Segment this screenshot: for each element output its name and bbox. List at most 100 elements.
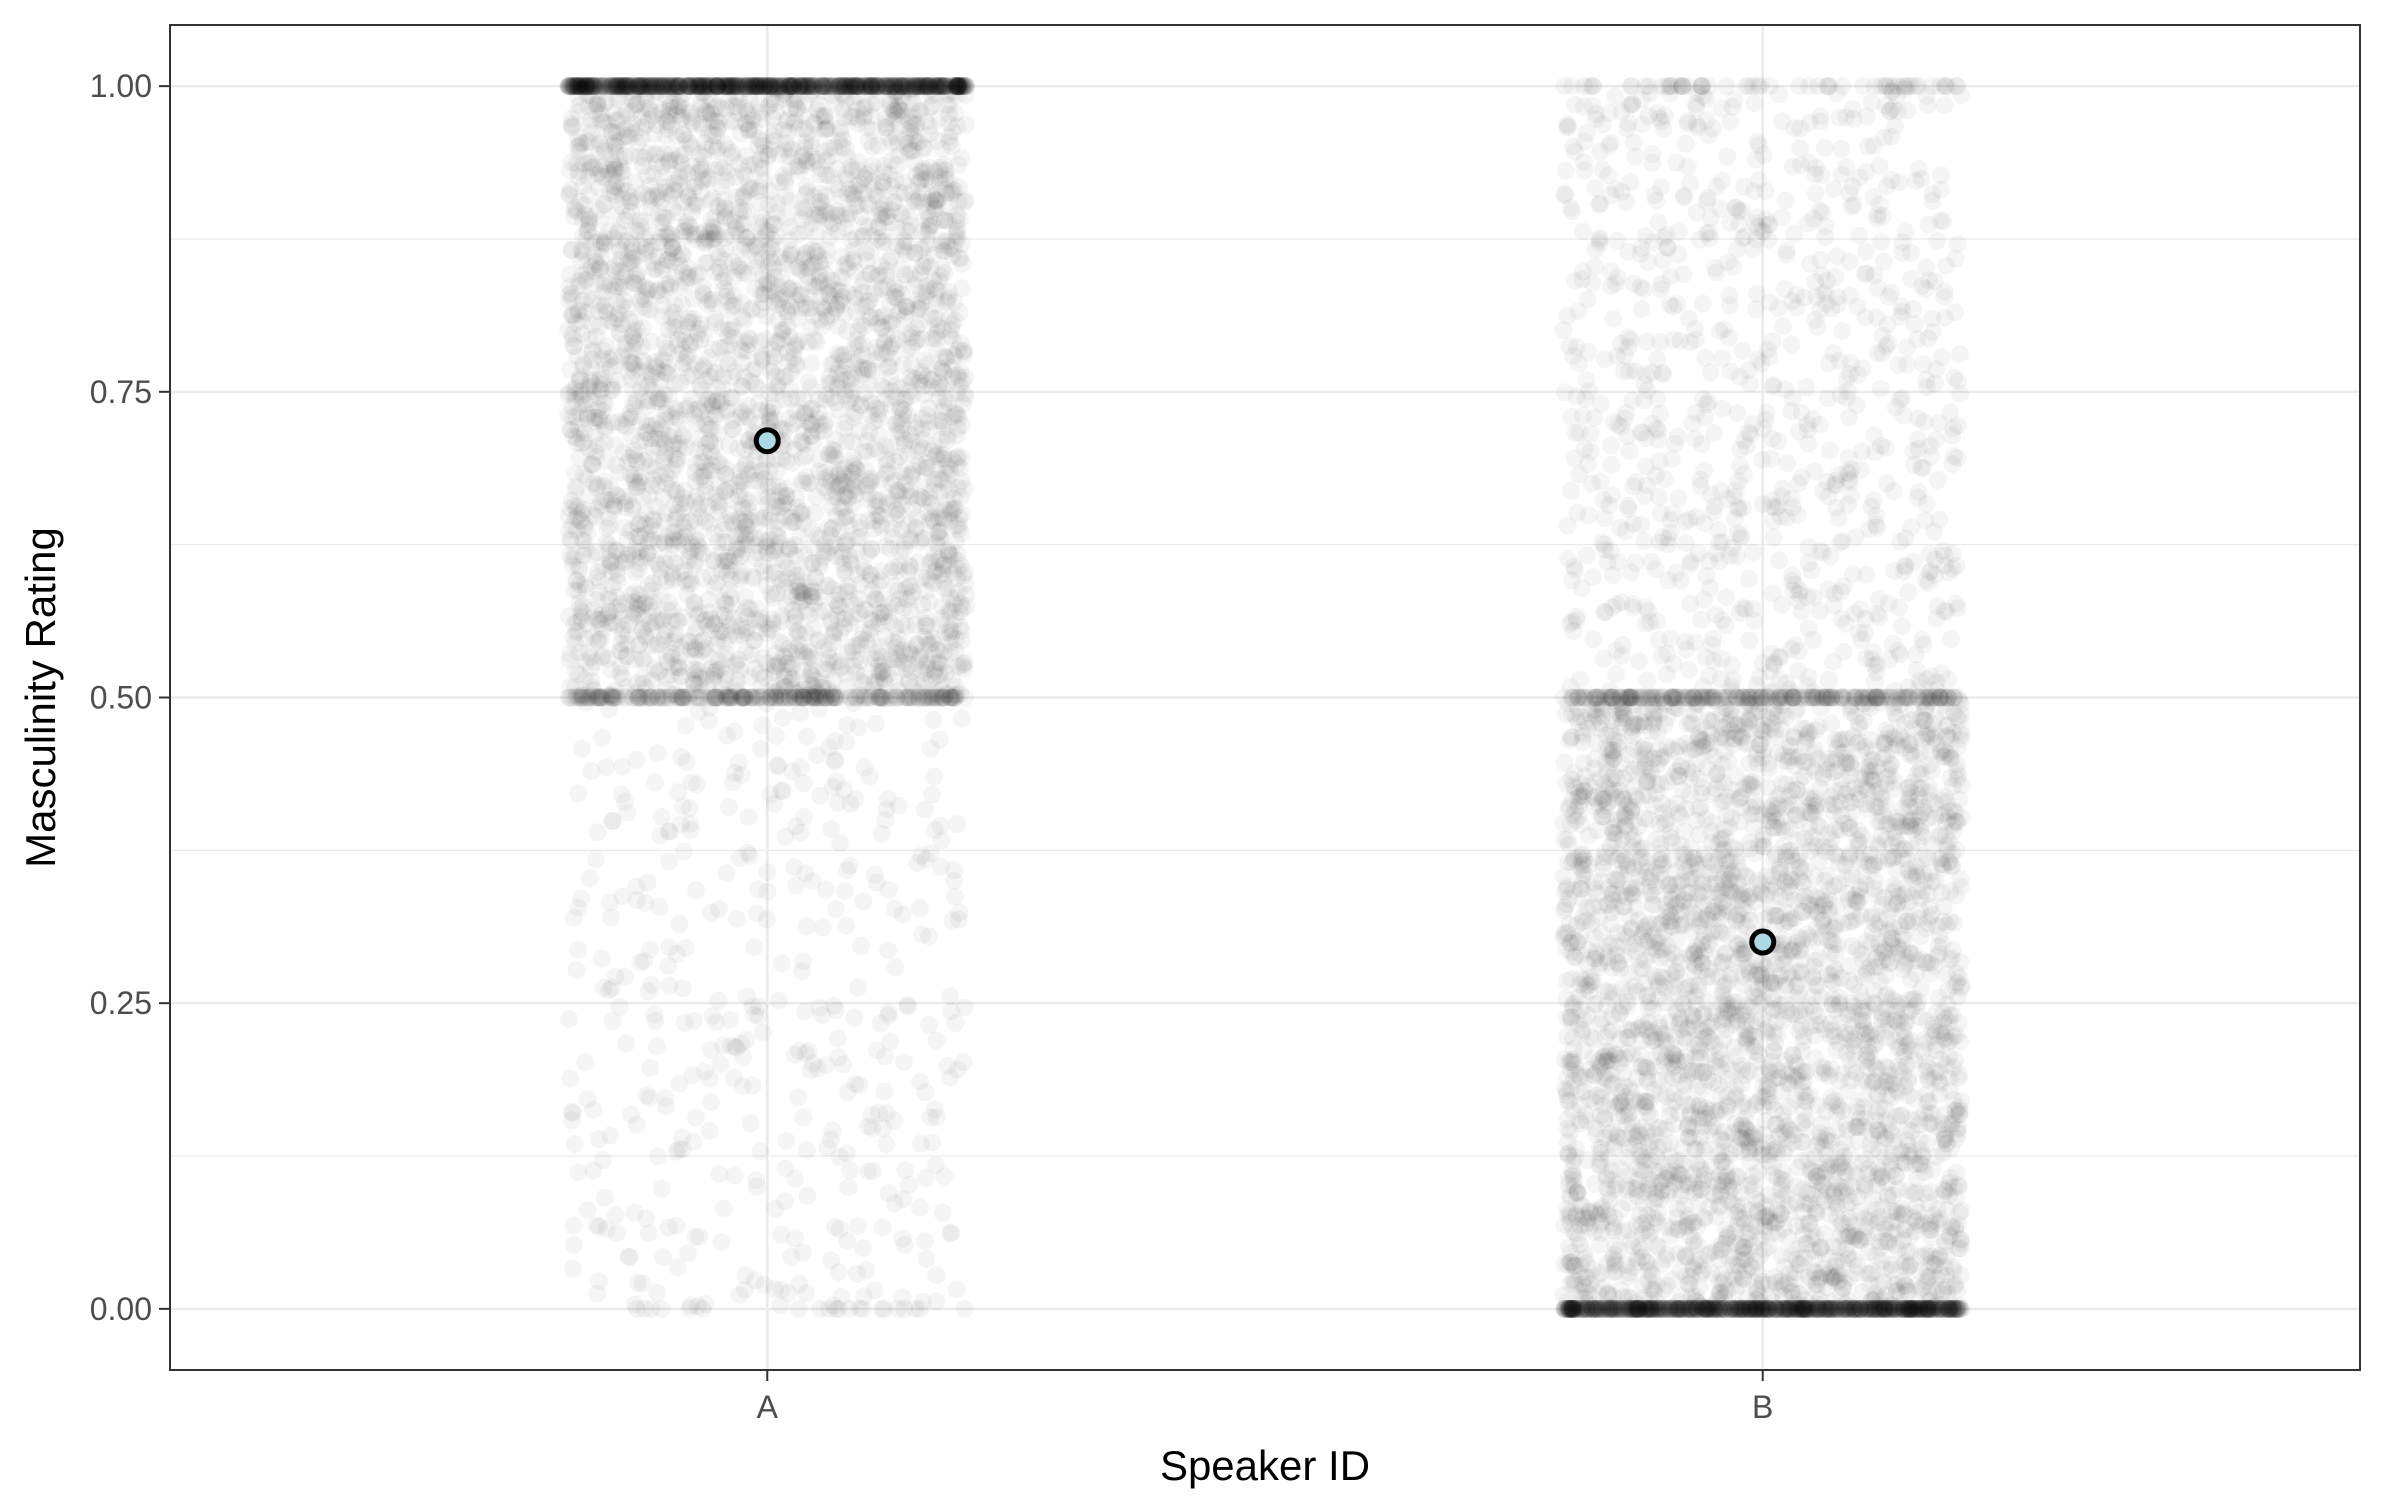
data-point — [818, 688, 836, 707]
data-point — [559, 77, 578, 96]
data-point — [779, 279, 798, 298]
data-point — [726, 688, 745, 707]
data-point — [605, 681, 624, 700]
data-point — [826, 1001, 845, 1020]
data-point — [601, 908, 620, 927]
data-point — [627, 750, 646, 769]
data-point — [762, 688, 781, 707]
data-point — [882, 688, 901, 707]
data-point — [618, 803, 637, 822]
data-point — [779, 688, 798, 707]
data-point — [667, 688, 686, 707]
data-point — [902, 355, 921, 374]
data-point — [749, 688, 768, 707]
data-point — [943, 911, 962, 930]
data-point — [761, 688, 780, 707]
data-point — [623, 499, 642, 518]
data-point — [741, 599, 760, 618]
data-point — [808, 100, 827, 119]
data-point — [836, 533, 854, 552]
data-point — [658, 343, 677, 362]
data-point — [902, 465, 921, 484]
data-point — [623, 114, 642, 133]
data-point — [737, 1031, 756, 1049]
data-point — [760, 408, 779, 427]
data-point — [762, 253, 781, 272]
data-point — [590, 130, 608, 149]
data-point — [880, 1003, 898, 1022]
data-point — [667, 945, 686, 964]
data-point — [634, 652, 653, 671]
data-point — [859, 511, 878, 530]
data-point — [924, 196, 943, 215]
data-point — [635, 952, 653, 970]
data-point — [727, 1038, 746, 1057]
data-point — [910, 103, 929, 121]
data-point — [559, 688, 578, 707]
data-point — [647, 1037, 666, 1056]
data-point — [706, 1013, 725, 1032]
data-point — [591, 688, 610, 707]
data-point — [848, 978, 867, 997]
data-point — [563, 117, 582, 136]
data-point — [602, 688, 621, 707]
data-point — [837, 916, 856, 935]
data-point — [838, 861, 857, 880]
data-point — [798, 1141, 816, 1160]
data-point — [613, 887, 632, 906]
data-point — [955, 1299, 974, 1318]
data-point — [728, 257, 747, 276]
data-point — [569, 1163, 588, 1182]
data-point — [793, 1243, 812, 1262]
data-point — [785, 680, 804, 699]
data-point — [923, 371, 942, 390]
data-point — [761, 785, 780, 804]
data-point — [941, 688, 960, 707]
data-point — [796, 446, 815, 465]
data-point — [748, 1177, 767, 1196]
data-point — [944, 239, 963, 258]
data-point — [879, 941, 898, 960]
data-point — [681, 218, 700, 237]
data-point — [872, 688, 891, 707]
data-point — [573, 688, 592, 707]
data-point — [931, 816, 950, 835]
data-point — [935, 210, 954, 229]
data-point — [801, 1061, 820, 1080]
data-point — [736, 688, 754, 707]
data-point — [721, 588, 740, 607]
data-point — [861, 242, 880, 261]
data-point — [670, 688, 689, 707]
data-point — [859, 1162, 878, 1181]
data-point — [594, 1151, 612, 1170]
data-point — [712, 392, 731, 411]
data-point — [920, 217, 939, 236]
data-point — [598, 519, 617, 538]
data-point — [898, 233, 916, 252]
data-point — [911, 1072, 930, 1091]
data-point — [612, 262, 631, 281]
data-point — [678, 1244, 697, 1262]
data-point — [921, 77, 940, 96]
data-point — [810, 688, 829, 707]
data-point — [794, 688, 813, 707]
data-point — [801, 647, 820, 666]
data-point — [743, 688, 762, 707]
data-point — [607, 178, 625, 197]
data-point — [942, 688, 961, 707]
data-point — [694, 688, 713, 707]
data-point — [828, 364, 847, 383]
data-point — [635, 688, 654, 707]
data-point — [776, 827, 795, 846]
data-point — [763, 340, 782, 359]
data-point — [589, 1130, 608, 1149]
data-point — [921, 1108, 940, 1127]
data-point — [731, 340, 750, 359]
data-point — [896, 688, 915, 707]
data-point — [707, 688, 725, 707]
data-point — [684, 1133, 703, 1151]
data-point — [805, 688, 824, 707]
data-point — [731, 1034, 750, 1053]
data-point — [673, 688, 692, 707]
data-point — [597, 758, 616, 777]
